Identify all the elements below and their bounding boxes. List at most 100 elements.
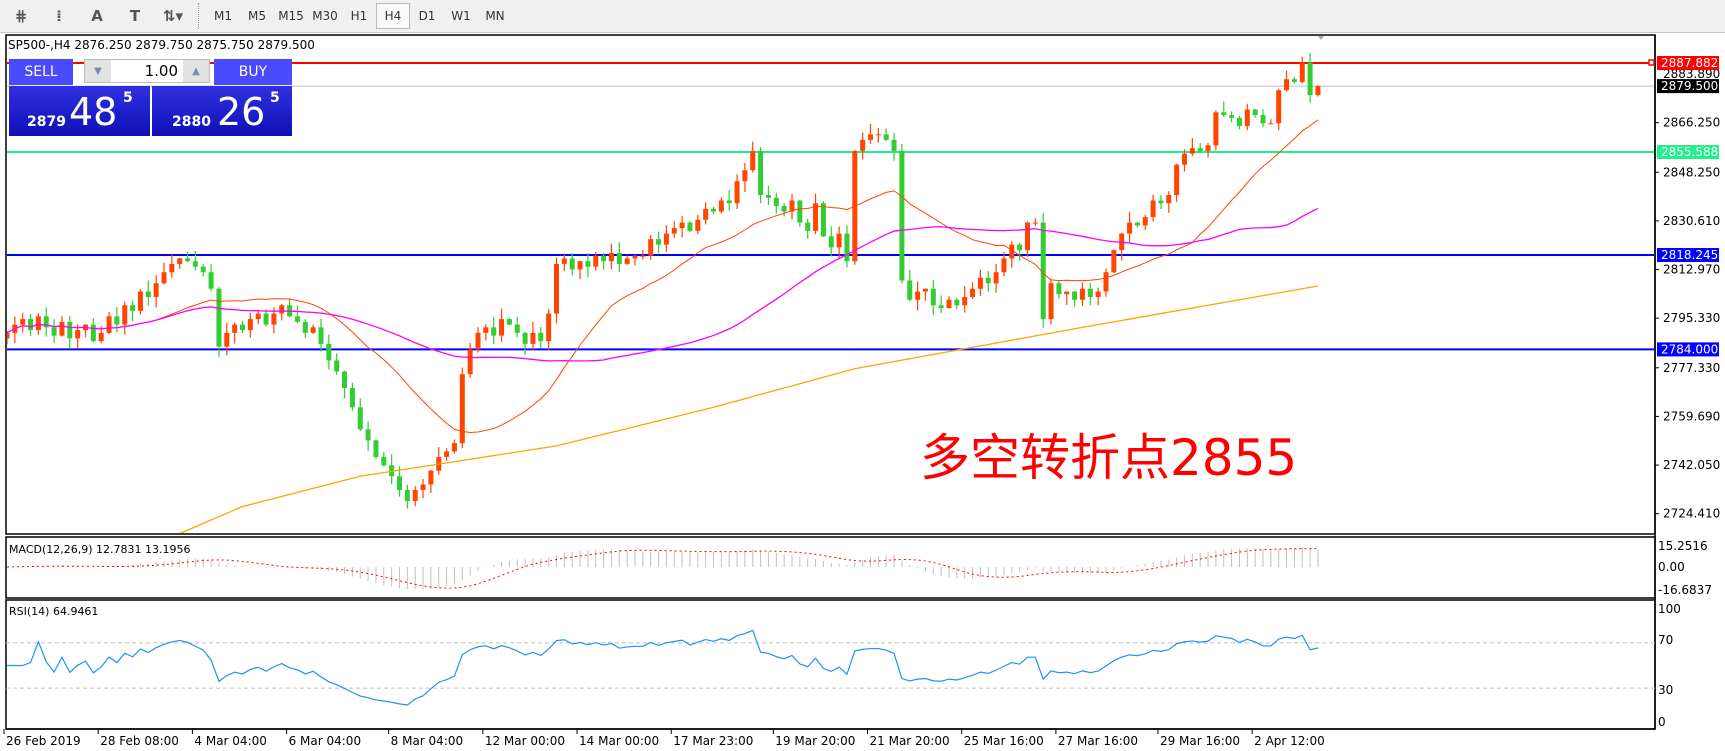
candle-body: [585, 261, 591, 267]
candle-body: [789, 200, 795, 212]
price-axis-label: 2777.330: [1663, 361, 1720, 375]
candle-body: [20, 319, 26, 325]
candle: [451, 439, 457, 454]
candle-body: [310, 327, 316, 333]
candle: [397, 466, 402, 497]
lot-size-field[interactable]: ▼ 1.00 ▲: [84, 59, 210, 83]
candle: [561, 253, 567, 271]
candle: [703, 202, 709, 225]
candle-body: [7, 332, 10, 339]
text-label-icon[interactable]: T: [129, 7, 141, 25]
lot-decrease-icon[interactable]: ▼: [85, 60, 111, 82]
time-axis-label: 29 Mar 16:00: [1160, 734, 1240, 748]
candle: [930, 279, 936, 315]
price-line-label: 2887.882: [1661, 56, 1718, 70]
candle-body: [663, 233, 669, 245]
candle-body: [1284, 79, 1290, 91]
chart-header: SP500-,H4 2876.250 2879.750 2875.750 287…: [8, 38, 315, 52]
toolbar-separator: [198, 3, 200, 29]
lot-increase-icon[interactable]: ▲: [183, 60, 209, 82]
candle: [1064, 291, 1070, 306]
candle-body: [1150, 200, 1156, 218]
sell-button[interactable]: SELL: [9, 59, 73, 85]
candle-body: [679, 222, 685, 229]
candle: [1017, 242, 1023, 261]
time-axis-label: 27 Mar 16:00: [1058, 734, 1138, 748]
candle: [1284, 70, 1290, 92]
candle-body: [883, 134, 889, 140]
candle-body: [554, 263, 559, 314]
timeframe-h4[interactable]: H4: [376, 3, 410, 29]
candle: [279, 304, 285, 321]
price-axis-label: 2742.050: [1663, 458, 1720, 472]
candle-body: [1079, 288, 1085, 300]
candle: [491, 316, 497, 345]
price-axis-label: 2724.410: [1663, 507, 1720, 521]
candle-body: [1252, 109, 1258, 116]
candle-body: [389, 465, 395, 477]
chart-shift-marker-icon: [1318, 36, 1324, 40]
fibonacci-fan-icon[interactable]: ⁞: [56, 7, 62, 25]
timeframe-mn[interactable]: MN: [485, 9, 505, 23]
candle: [1236, 115, 1242, 130]
candle: [868, 123, 873, 144]
candle: [310, 324, 316, 334]
sell-price-button[interactable]: 2879 48 5: [9, 86, 150, 136]
arrows-dropdown-icon[interactable]: ⇅▾: [162, 7, 184, 25]
candle-body: [977, 277, 983, 289]
candle-body: [640, 255, 646, 257]
buy-price-button[interactable]: 2880 26 5: [152, 86, 292, 136]
time-axis-label: 25 Mar 16:00: [964, 734, 1044, 748]
timeframe-w1[interactable]: W1: [451, 9, 471, 23]
candle-body: [970, 288, 976, 298]
candle: [428, 469, 434, 494]
candle: [1197, 143, 1203, 153]
sell-price-sup: 5: [123, 90, 133, 106]
timeframe-m30[interactable]: M30: [312, 9, 338, 23]
candle-body: [1025, 222, 1030, 251]
candle: [247, 312, 253, 338]
candle-body: [656, 239, 662, 245]
candle-body: [1158, 200, 1164, 204]
candle-body: [695, 219, 701, 231]
candle: [875, 127, 881, 143]
candle-body: [1142, 217, 1148, 226]
candle: [632, 254, 638, 266]
candle-body: [28, 319, 34, 331]
macd-title: MACD(12,26,9) 12.7831 13.1956: [9, 543, 191, 556]
time-axis-label: 21 Mar 20:00: [870, 734, 950, 748]
buy-price-prefix: 2880: [172, 114, 211, 130]
timeframe-m1[interactable]: M1: [214, 9, 232, 23]
chart-window[interactable]: 2866.250 2848.250 2830.610 2812.970 2795.330…: [0, 33, 1725, 751]
price-line-label: 2879.500: [1661, 79, 1718, 93]
macd-panel-frame: [5, 536, 1656, 599]
timeframe-h1[interactable]: H1: [350, 9, 368, 23]
candle-body: [930, 288, 936, 306]
time-axis-label: 4 Mar 04:00: [194, 734, 267, 748]
candle: [483, 324, 489, 341]
buy-button[interactable]: BUY: [214, 59, 292, 85]
candle: [130, 300, 136, 322]
candle: [813, 193, 819, 235]
timeframe-m15[interactable]: M15: [278, 9, 304, 23]
lot-size-value[interactable]: 1.00: [144, 62, 178, 80]
timeframe-m5[interactable]: M5: [248, 9, 266, 23]
candle: [1189, 137, 1195, 157]
timeframe-d1[interactable]: D1: [418, 9, 436, 23]
candle-body: [137, 291, 143, 311]
price-line-label: 2855.588: [1661, 145, 1718, 159]
price-axis-label: 2795.330: [1663, 311, 1720, 325]
candle-body: [561, 258, 567, 264]
candle-body: [67, 321, 73, 339]
candle-body: [828, 236, 834, 248]
text-icon[interactable]: A: [91, 7, 103, 25]
candle: [373, 439, 379, 459]
candle: [608, 243, 614, 270]
candle-body: [499, 319, 505, 336]
rsi-line: [7, 629, 1319, 706]
fibonacci-expansion-icon[interactable]: ⋕: [14, 7, 28, 25]
candle-body: [1299, 62, 1305, 82]
candle: [216, 287, 222, 357]
candle: [844, 225, 850, 268]
candle-body: [1064, 291, 1070, 295]
